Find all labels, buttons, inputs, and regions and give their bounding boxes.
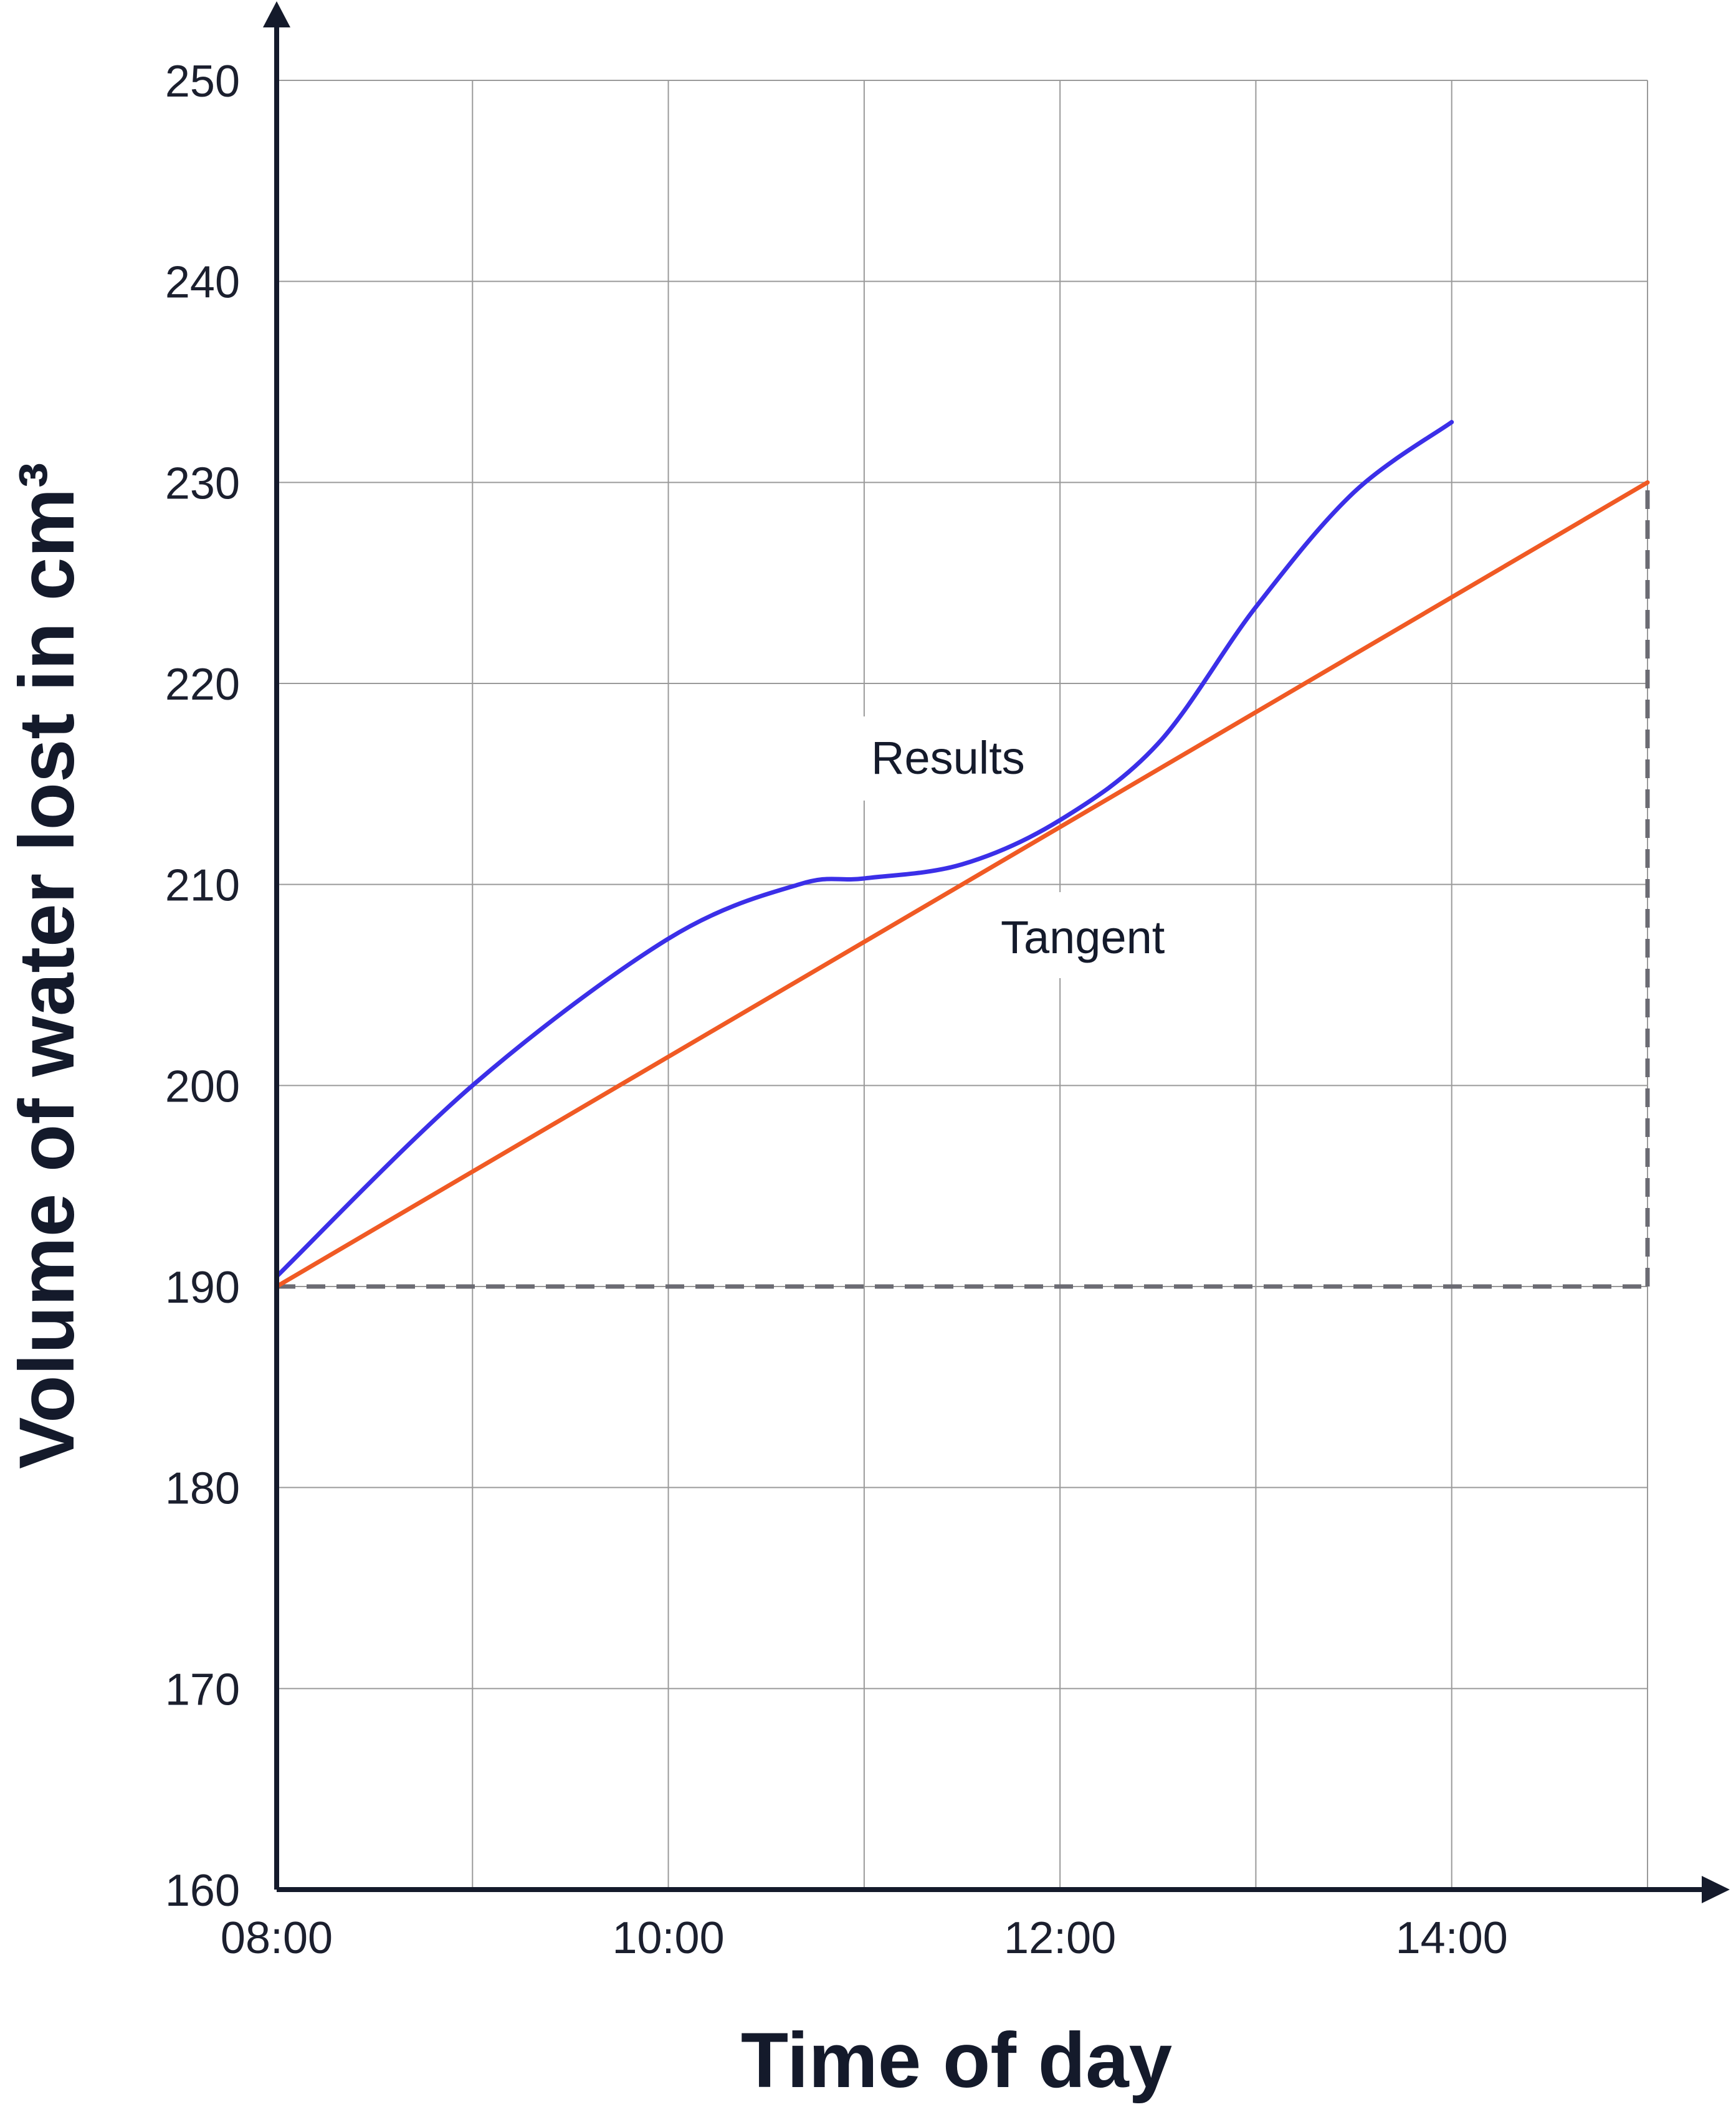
y-tick-label: 250 bbox=[165, 57, 240, 107]
y-tick-label: 160 bbox=[165, 1866, 240, 1916]
x-tick-label: 14:00 bbox=[1396, 1913, 1508, 1963]
results-annotation: Results bbox=[854, 716, 1047, 801]
x-tick-label: 10:00 bbox=[612, 1913, 724, 1963]
results-label: Results bbox=[871, 732, 1025, 784]
y-tick-label: 170 bbox=[165, 1665, 240, 1715]
x-axis-title: Time of day bbox=[741, 2017, 1172, 2104]
y-axis-arrow bbox=[263, 1, 290, 27]
y-tick-label: 200 bbox=[165, 1062, 240, 1111]
series-lines bbox=[274, 420, 1650, 1289]
y-tick-label: 230 bbox=[165, 459, 240, 508]
tangent-annotation: Tangent bbox=[991, 892, 1203, 978]
tangent-label: Tangent bbox=[1001, 911, 1165, 963]
results-line bbox=[274, 420, 1454, 1279]
y-tick-label: 240 bbox=[165, 258, 240, 308]
x-tick-label: 12:00 bbox=[1004, 1913, 1116, 1963]
tangent-line bbox=[274, 480, 1650, 1289]
x-tick-label: 08:00 bbox=[221, 1913, 333, 1963]
y-tick-label: 190 bbox=[165, 1263, 240, 1313]
y-tick-label: 220 bbox=[165, 660, 240, 710]
guide-lines bbox=[277, 482, 1650, 1289]
tick-labels: 160 170 180 190 200 210 220 230 240 250 08:00 10:00… bbox=[165, 57, 1508, 1963]
y-axis-title: Volume of water lost in cm³ bbox=[4, 462, 90, 1469]
axes bbox=[263, 1, 1730, 1903]
y-tick-label: 180 bbox=[165, 1464, 240, 1514]
x-axis-arrow bbox=[1702, 1876, 1730, 1903]
grid bbox=[277, 80, 1648, 1890]
y-tick-label: 210 bbox=[165, 861, 240, 911]
